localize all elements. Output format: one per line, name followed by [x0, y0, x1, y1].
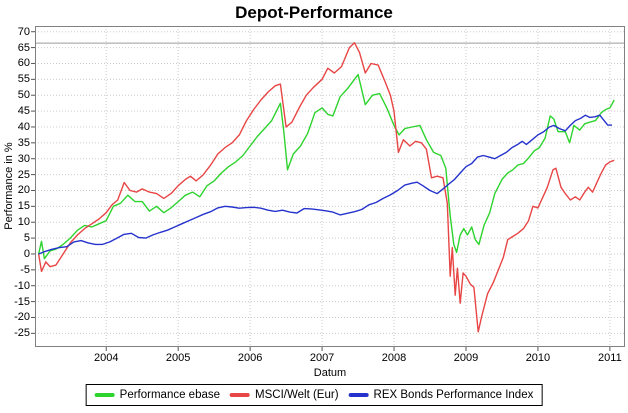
- legend-label: MSCI/Welt (Eur): [255, 389, 339, 401]
- y-tick-label: 0: [23, 247, 30, 260]
- series-line-rex-bonds-performance-index: [38, 114, 612, 255]
- x-tick-label: 2008: [381, 352, 407, 364]
- y-tick-label: -15: [14, 295, 30, 308]
- y-tick-label: 15: [17, 200, 30, 213]
- y-tick-label: 5: [23, 232, 30, 245]
- legend-line-swatch-icon: [230, 393, 251, 397]
- y-tick-label: 25: [17, 168, 30, 181]
- series-line-performance-ebase: [37, 73, 615, 260]
- y-tick-label: 65: [17, 41, 30, 54]
- x-axis-title: Datum: [313, 367, 347, 379]
- y-tick-label: 45: [17, 105, 30, 118]
- x-tick-label: 2006: [237, 352, 263, 364]
- x-tick-label: 2004: [93, 352, 119, 364]
- series-line-msci-welt-eur-: [37, 42, 615, 333]
- y-tick-label: -25: [14, 327, 30, 340]
- y-tick-label: 35: [17, 136, 30, 149]
- y-tick-label: 20: [17, 184, 30, 197]
- y-tick-label: -20: [14, 311, 30, 324]
- legend-label: REX Bonds Performance Index: [373, 389, 534, 401]
- legend-label: Performance ebase: [119, 389, 221, 401]
- x-axis-tick-labels: 2004 2005 2006 2007 2008 2009 2010 2011: [35, 352, 625, 366]
- x-tick-label: 2007: [309, 352, 335, 364]
- x-tick-label: 2009: [453, 352, 479, 364]
- legend-item: REX Bonds Performance Index: [348, 389, 534, 401]
- y-tick-label: 40: [17, 120, 30, 133]
- y-tick-label: 10: [17, 216, 30, 229]
- y-tick-label: 60: [17, 57, 30, 70]
- x-tick-label: 2010: [525, 352, 551, 364]
- y-axis-tick-labels: 70 65 60 55 50 45 40 35 30 25 20 15 10 5 0 -5 -10 -15 -20-…: [0, 26, 30, 347]
- y-tick-label: 70: [17, 25, 30, 38]
- legend-item: MSCI/Welt (Eur): [230, 389, 339, 401]
- legend-line-swatch-icon: [348, 393, 369, 397]
- legend: Performance ebase MSCI/Welt (Eur) REX Bond…: [85, 384, 543, 406]
- y-tick-label: 50: [17, 89, 30, 102]
- chart-title: Depot-Performance: [235, 3, 393, 22]
- plot-border: [35, 26, 625, 347]
- y-tick-label: 30: [17, 152, 30, 165]
- x-tick-label: 2005: [165, 352, 191, 364]
- x-tick-label: 2011: [598, 352, 622, 364]
- y-tick-label: -10: [14, 279, 30, 292]
- plot-area: [31, 26, 625, 351]
- y-tick-label: -5: [20, 263, 30, 276]
- y-tick-label: 55: [17, 73, 30, 86]
- legend-item: Performance ebase: [94, 389, 221, 401]
- legend-line-swatch-icon: [94, 393, 115, 397]
